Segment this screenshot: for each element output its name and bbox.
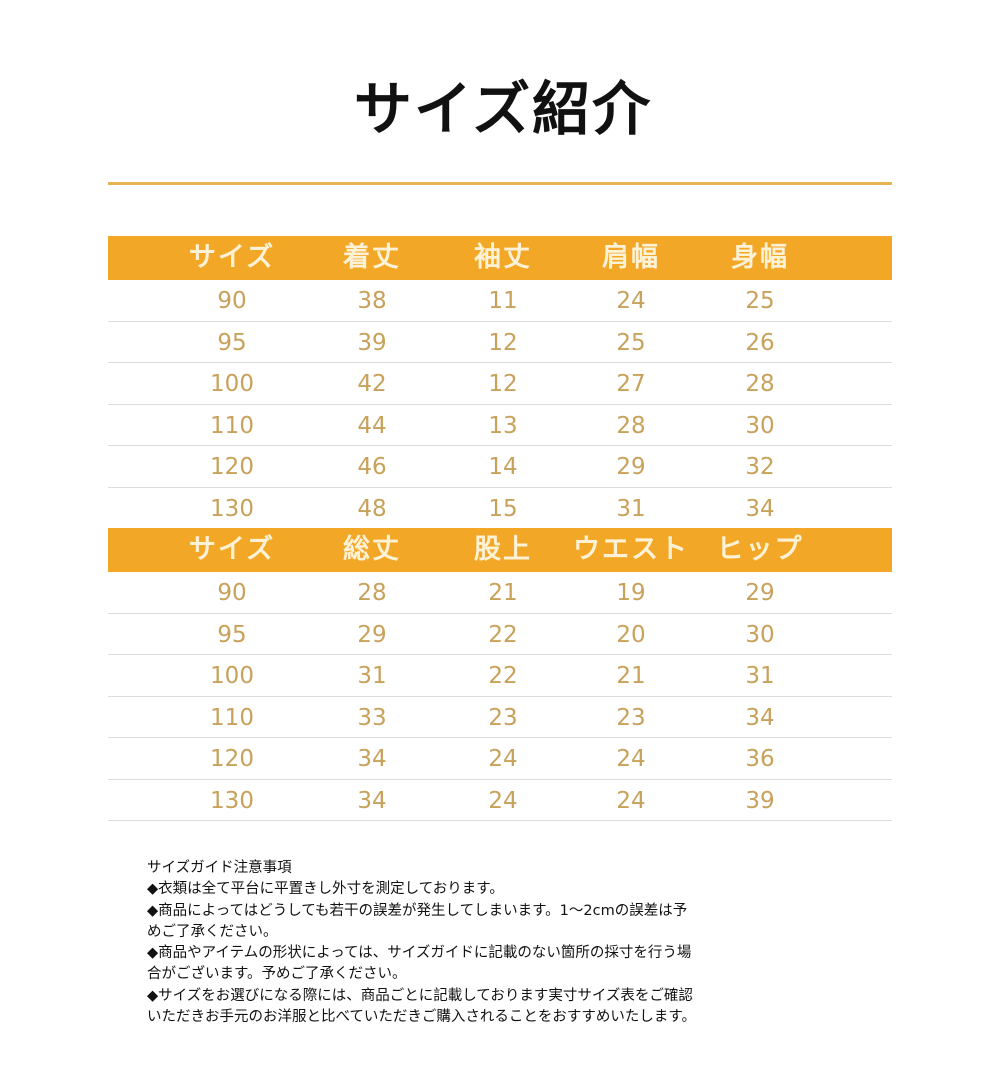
divider	[108, 182, 892, 185]
notes-heading: サイズガイド注意事項	[147, 860, 292, 876]
table-cell: 21	[616, 663, 646, 689]
column-header: 総丈	[343, 534, 401, 565]
table-header: サイズ 着丈 袖丈 肩幅 身幅	[108, 236, 892, 280]
table-row: 100 42 12 27 28	[108, 363, 892, 405]
table-cell: 22	[488, 663, 518, 689]
table-cell: 110	[210, 704, 254, 731]
table-cell: 21	[488, 580, 518, 606]
note-line: ◆サイズをお選びになる際には、商品ごとに記載しております実寸サイズ表をご確認	[147, 987, 693, 1004]
size-guide-notes: サイズガイド注意事項 ◆衣類は全て平台に平置きし外寸を測定しております。 ◆商品によ…	[147, 858, 696, 1028]
table-cell: 24	[488, 787, 518, 814]
table-cell: 90	[217, 288, 247, 314]
column-header: サイズ	[188, 242, 276, 273]
table-cell: 23	[488, 704, 518, 731]
table-cell: 34	[357, 787, 387, 814]
table-cell: 48	[357, 495, 387, 522]
table-row: 130 34 24 24 39	[108, 780, 892, 821]
table-row: 110 44 13 28 30	[108, 405, 892, 446]
table-cell: 95	[217, 621, 247, 648]
table-cell: 25	[745, 288, 775, 314]
table-cell: 130	[210, 495, 254, 522]
column-header: 身幅	[731, 242, 789, 273]
table-cell: 24	[488, 746, 518, 772]
table-cell: 13	[488, 412, 518, 439]
note-line: ◆商品によってはどうしても若干の誤差が発生してしまいます。1～2cmの誤差は予	[147, 902, 688, 919]
table-cell: 44	[357, 412, 387, 439]
table-cell: 29	[616, 454, 646, 480]
table-cell: 19	[616, 580, 646, 606]
table-row: 120 46 14 29 32	[108, 446, 892, 488]
note-line: めご了承ください。	[147, 923, 278, 940]
table-row: 90 28 21 19 29	[108, 572, 892, 614]
table-cell: 110	[210, 412, 254, 439]
table-cell: 38	[357, 288, 387, 314]
table-cell: 12	[488, 371, 518, 397]
table-cell: 14	[488, 454, 518, 480]
table-cell: 28	[616, 412, 646, 439]
table-row: 95 29 22 20 30	[108, 614, 892, 655]
table-cell: 22	[488, 621, 518, 648]
table-cell: 31	[357, 663, 387, 689]
size-table-tops: サイズ 着丈 袖丈 肩幅 身幅 90 38 11 24 25 95 39 12 25 26 100 42 12 27…	[108, 236, 892, 529]
table-cell: 28	[357, 580, 387, 606]
table-cell: 42	[357, 371, 387, 397]
column-header: ウエスト	[573, 534, 689, 565]
table-cell: 11	[488, 288, 518, 314]
column-header: 着丈	[343, 242, 401, 273]
table-cell: 34	[745, 704, 775, 731]
column-header: サイズ	[188, 534, 276, 565]
table-cell: 32	[745, 454, 775, 480]
table-cell: 90	[217, 580, 247, 606]
table-cell: 120	[210, 454, 254, 480]
table-row: 100 31 22 21 31	[108, 655, 892, 697]
table-cell: 26	[745, 329, 775, 356]
note-line: いただきお手元のお洋服と比べていただきご購入されることをおすすめいたします。	[147, 1009, 696, 1026]
table-cell: 24	[616, 787, 646, 814]
table-row: 95 39 12 25 26	[108, 322, 892, 363]
table-cell: 36	[745, 746, 775, 772]
page-title: サイズ紹介	[353, 75, 653, 143]
table-cell: 25	[616, 329, 646, 356]
note-line: ◆衣類は全て平台に平置きし外寸を測定しております。	[147, 881, 504, 898]
column-header: 袖丈	[474, 242, 532, 273]
table-cell: 120	[210, 746, 254, 772]
table-cell: 46	[357, 454, 387, 480]
table-cell: 34	[745, 495, 775, 522]
table-cell: 29	[745, 580, 775, 606]
table-cell: 12	[488, 329, 518, 356]
table-cell: 28	[745, 371, 775, 397]
table-cell: 23	[616, 704, 646, 731]
table-row: 110 33 23 23 34	[108, 697, 892, 738]
table-cell: 95	[217, 329, 247, 356]
column-header: 股上	[474, 534, 532, 565]
table-cell: 31	[616, 495, 646, 522]
table-cell: 30	[745, 412, 775, 439]
table-cell: 31	[745, 663, 775, 689]
table-cell: 30	[745, 621, 775, 648]
table-cell: 39	[745, 787, 775, 814]
table-cell: 130	[210, 787, 254, 814]
table-cell: 39	[357, 329, 387, 356]
table-cell: 34	[357, 746, 387, 772]
table-cell: 24	[616, 746, 646, 772]
size-table-bottoms: サイズ 総丈 股上 ウエスト ヒップ 90 28 21 19 29 95 29 22 20 30 100 31 2…	[108, 528, 892, 821]
column-header: ヒップ	[716, 534, 804, 565]
table-row: 120 34 24 24 36	[108, 738, 892, 780]
table-cell: 15	[488, 495, 518, 522]
table-cell: 100	[210, 663, 254, 689]
table-cell: 27	[616, 371, 646, 397]
table-header: サイズ 総丈 股上 ウエスト ヒップ	[108, 528, 892, 572]
table-cell: 33	[357, 704, 387, 731]
table-cell: 20	[616, 621, 646, 648]
column-header: 肩幅	[602, 242, 660, 273]
table-cell: 24	[616, 288, 646, 314]
table-row: 130 48 15 31 34	[108, 488, 892, 529]
note-line: 合がございます。予めご了承ください。	[147, 966, 407, 983]
table-cell: 29	[357, 621, 387, 648]
table-row: 90 38 11 24 25	[108, 280, 892, 322]
table-cell: 100	[210, 371, 254, 397]
note-line: ◆商品やアイテムの形状によっては、サイズガイドに記載のない箇所の採寸を行う場	[147, 945, 692, 962]
